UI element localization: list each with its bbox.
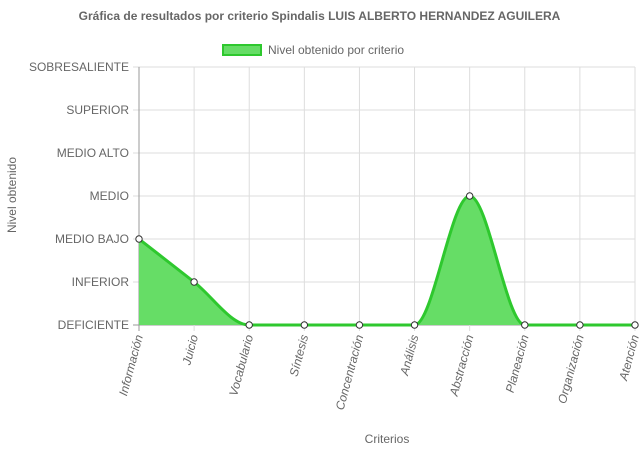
- x-tick-label: Organización: [555, 333, 587, 405]
- x-tick-label: Concentración: [333, 333, 367, 412]
- y-tick-label: SOBRESALIENTE: [29, 60, 129, 74]
- data-point: [190, 278, 198, 286]
- x-tick-label: Análisis: [397, 333, 421, 378]
- y-tick-label: MEDIO: [90, 189, 129, 203]
- x-tick-label: Vocabulario: [226, 333, 256, 398]
- x-axis-title: Criterios: [364, 432, 410, 446]
- y-tick-labels: DEFICIENTE INFERIOR MEDIO BAJO MEDIO MEDIO A…: [29, 60, 129, 332]
- data-point: [300, 321, 309, 329]
- y-tick-label: INFERIOR: [72, 275, 130, 289]
- data-point: [521, 321, 529, 329]
- data-point: [465, 192, 474, 200]
- legend[interactable]: Nivel obtenido por criterio: [222, 42, 404, 58]
- legend-label: Nivel obtenido por criterio: [268, 43, 405, 57]
- x-tick-label: Abstracción: [447, 333, 477, 398]
- data-point: [631, 321, 639, 329]
- y-tick-label: SUPERIOR: [66, 103, 129, 117]
- legend-swatch: [222, 44, 262, 56]
- series-area-fill: [139, 196, 635, 325]
- y-tick-label: MEDIO BAJO: [55, 232, 129, 246]
- data-point: [135, 235, 143, 243]
- x-tick-label: Síntesis: [287, 333, 312, 378]
- x-tick-label: Información: [116, 333, 146, 397]
- x-tick-label: Planeación: [503, 333, 532, 394]
- x-tick-label: Atención: [616, 333, 639, 383]
- y-tick-label: DEFICIENTE: [58, 318, 129, 332]
- data-point: [576, 321, 584, 329]
- data-point: [355, 321, 364, 329]
- chart-title: Gráfica de resultados por criterio Spind…: [78, 9, 561, 23]
- points-layer: [135, 192, 639, 329]
- x-tick-labels: Información Juicio Vocabulario Síntesis Conc…: [116, 333, 639, 412]
- data-point: [410, 321, 419, 329]
- data-point: [245, 321, 253, 329]
- y-tick-label: MEDIO ALTO: [57, 146, 129, 160]
- x-tick-label: Juicio: [179, 333, 201, 368]
- area-layer: [138, 194, 635, 327]
- grid: [133, 66, 636, 331]
